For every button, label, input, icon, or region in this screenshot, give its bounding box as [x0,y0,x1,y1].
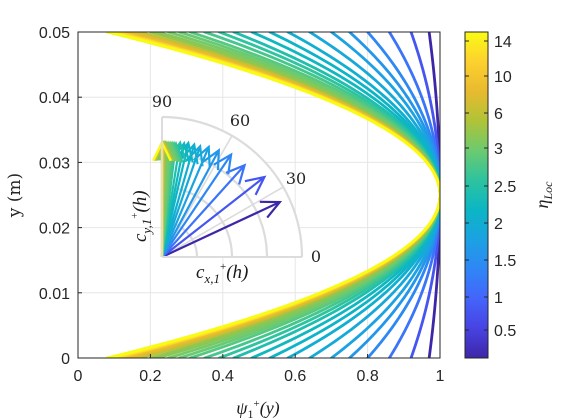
x-tick-label: 0.4 [212,368,234,385]
inset-vector-head [201,148,220,171]
inset-vector [161,164,246,258]
y-tick-label: 0.03 [39,155,70,172]
inset-vector [160,146,210,258]
profile-line [308,32,440,358]
colorbar-tick-label: 1.5 [494,253,516,270]
colorbar-label: ηLoc [532,181,555,209]
colorbar-tick-label: 10 [494,69,512,86]
y-axis-ticks: 0 0.01 0.02 0.03 0.04 0.05 [39,25,82,368]
y-tick-label: 0.04 [39,90,70,107]
profile-line [105,32,440,358]
profile-curves [105,32,440,358]
y-tick-label: 0.05 [39,25,70,42]
inset-vector [161,153,232,258]
colorbar-tick-label: 2 [494,216,503,233]
colorbar [464,31,489,359]
inset-vector [161,201,281,258]
x-axis-label: ψ1+(y) [236,398,279,420]
profile-line [409,32,440,358]
colorbar-tick-label: 3 [494,141,503,158]
profile-line [167,32,440,358]
inset-vector-head [244,175,267,196]
profile-line [427,32,440,358]
profile-line [177,32,440,358]
profile-line [250,32,440,358]
inset-angle-label: 0 [311,247,321,266]
y-tick-label: 0.02 [39,221,70,238]
colorbar-tick-label: 1 [494,290,503,307]
inset-angle-label: 30 [286,169,306,188]
x-tick-label: 0.8 [356,368,378,385]
profile-line [203,32,440,358]
x-tick-label: 1 [436,368,445,385]
y-tick-label: 0.01 [39,286,70,303]
colorbar-ticks: 0.5 1 1.5 2 2.5 3 6 10 14 [465,34,516,340]
y-tick-label: 0 [61,351,70,368]
inset-vector-head [259,200,283,219]
inset-vector-head [225,163,247,185]
profile-line [268,32,440,358]
inset-angle-line [161,186,284,258]
colorbar-tick-label: 6 [494,106,503,123]
y-axis-label: y (m) [5,173,25,218]
inset-x-label: cx,1+(h) [196,261,248,286]
colorbar-tick-label: 0.5 [494,323,516,340]
plot-frame [77,31,441,359]
inset-vector [161,176,266,258]
profile-line [149,32,440,358]
x-tick-label: 0 [74,368,83,385]
x-tick-label: 0.6 [284,368,306,385]
inset-polar: 0 30 60 90 [152,92,321,266]
profile-line [286,32,440,358]
inset-vector [161,149,220,258]
inset-radial-ring [161,115,304,258]
profile-line [330,32,440,358]
profile-line [232,32,440,358]
colorbar-tick-label: 14 [494,34,512,51]
profile-line [348,32,440,358]
profile-line [217,32,440,358]
inset-angle-label: 90 [152,92,172,111]
profile-line [366,32,440,358]
colorbar-tick-label: 2.5 [494,179,516,196]
x-axis-ticks: 0 0.2 0.4 0.6 0.8 1 [74,354,445,385]
inset-y-label: cy,1+(h) [129,190,154,242]
inset-angle-label: 60 [230,111,250,130]
profile-line [188,32,440,358]
profile-line [387,32,440,358]
x-tick-label: 0.2 [139,368,161,385]
inset-vector-head [213,152,233,175]
inset-vector-head [192,144,211,167]
